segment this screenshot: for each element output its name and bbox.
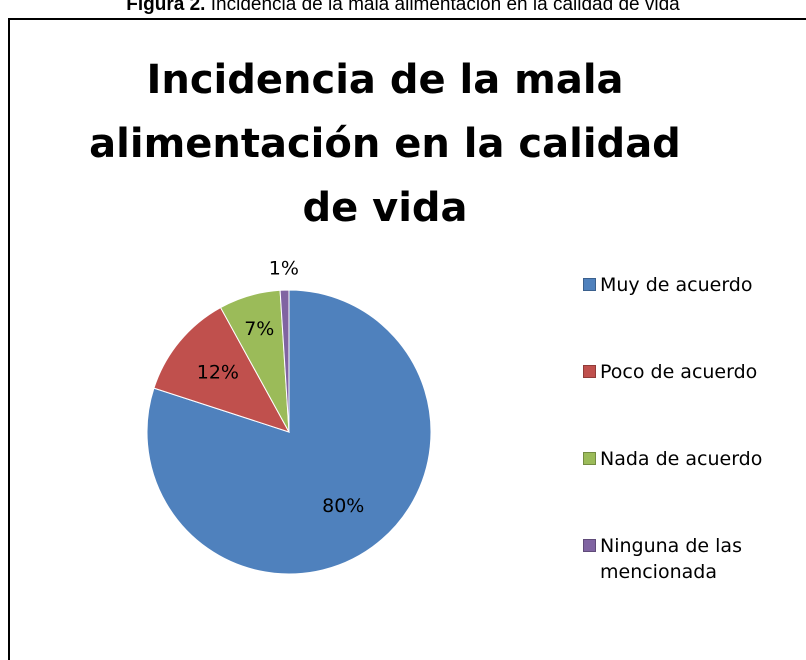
legend-swatch [583, 365, 596, 378]
pie-slice [153, 306, 291, 433]
legend-item: Muy de acuerdo [583, 272, 793, 298]
data-label: 12% [197, 362, 239, 384]
legend-swatch [583, 278, 596, 291]
caption-label: Figura 2. [126, 0, 206, 15]
pie-slice [279, 289, 290, 433]
caption-text: Incidencia de la mala alimentación en la… [210, 0, 680, 15]
legend-item: Ninguna de las mencionada [583, 533, 793, 585]
chart-frame [8, 18, 806, 660]
legend-item: Poco de acuerdo [583, 359, 793, 385]
legend-label: Nada de acuerdo [600, 448, 763, 470]
data-label: 80% [322, 495, 364, 517]
legend-swatch [583, 539, 596, 552]
legend-label: Ninguna de las mencionada [600, 535, 742, 583]
data-label: 1% [269, 257, 299, 279]
legend-label: Poco de acuerdo [600, 361, 758, 383]
chart: 80% 12%7% 1% [146, 257, 432, 575]
caption: Figura 2. Incidencia de la mala alimenta… [0, 0, 806, 16]
legend-label: Muy de acuerdo [600, 274, 753, 296]
legend-swatch [583, 452, 596, 465]
legend-item: Nada de acuerdo [583, 446, 793, 472]
chart-title: Incidencia de la mala alimentación en la… [89, 57, 681, 231]
data-label: 7% [244, 318, 274, 340]
